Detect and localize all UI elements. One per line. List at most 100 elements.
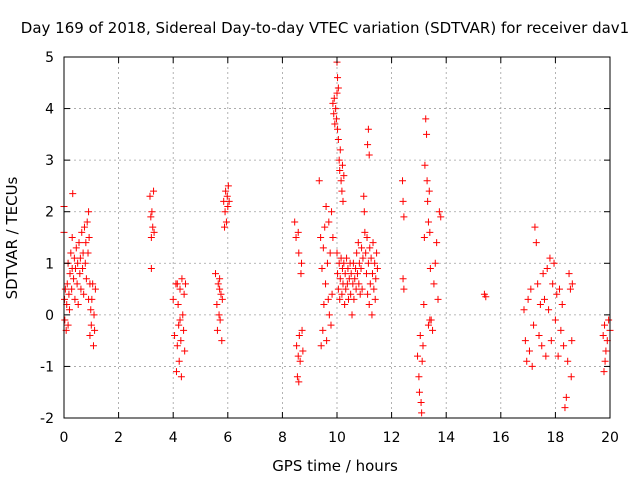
data-point bbox=[91, 326, 99, 334]
data-point bbox=[357, 264, 365, 272]
data-point bbox=[530, 321, 538, 329]
data-point bbox=[361, 228, 369, 236]
data-point bbox=[295, 378, 303, 386]
data-point bbox=[78, 228, 86, 236]
data-point bbox=[89, 280, 97, 288]
data-point bbox=[299, 347, 307, 355]
data-point bbox=[172, 368, 180, 376]
data-point bbox=[363, 234, 371, 241]
x-tick-label: 2 bbox=[114, 430, 123, 446]
x-tick-label: 18 bbox=[546, 430, 564, 446]
data-point bbox=[353, 270, 361, 278]
data-point bbox=[328, 208, 336, 216]
data-point bbox=[562, 393, 570, 401]
data-point bbox=[150, 228, 158, 236]
data-point bbox=[149, 223, 157, 231]
data-point bbox=[65, 306, 73, 314]
data-point bbox=[399, 275, 407, 283]
x-tick-label: 16 bbox=[492, 430, 510, 446]
data-point bbox=[329, 99, 337, 107]
data-point bbox=[341, 301, 349, 309]
data-point bbox=[366, 280, 374, 288]
y-tick-label: -2 bbox=[40, 411, 54, 427]
data-point bbox=[295, 249, 303, 257]
data-point bbox=[216, 285, 224, 293]
data-point bbox=[364, 259, 372, 267]
data-point bbox=[600, 368, 608, 376]
data-point bbox=[296, 357, 304, 365]
data-point bbox=[65, 290, 73, 298]
data-point bbox=[323, 337, 331, 345]
data-point bbox=[370, 285, 378, 293]
data-point bbox=[294, 228, 302, 236]
data-point bbox=[419, 342, 427, 350]
data-point bbox=[320, 301, 328, 309]
data-point bbox=[327, 321, 335, 329]
data-point bbox=[605, 316, 613, 324]
data-point bbox=[353, 249, 361, 257]
data-point bbox=[525, 347, 533, 355]
data-point bbox=[89, 342, 97, 350]
data-point bbox=[568, 280, 576, 288]
data-point bbox=[291, 218, 299, 226]
data-point bbox=[371, 259, 379, 267]
data-point bbox=[543, 264, 551, 272]
data-point bbox=[181, 280, 189, 288]
data-point bbox=[560, 342, 568, 350]
data-point bbox=[373, 249, 381, 257]
data-point bbox=[298, 259, 306, 267]
data-point bbox=[354, 239, 362, 247]
data-point bbox=[400, 285, 408, 293]
data-point bbox=[77, 285, 85, 293]
data-point bbox=[61, 285, 69, 293]
data-point bbox=[355, 280, 363, 288]
data-point bbox=[297, 270, 305, 278]
x-tick-label: 8 bbox=[278, 430, 287, 446]
x-tick-label: 12 bbox=[383, 430, 401, 446]
data-point bbox=[215, 311, 223, 319]
data-point bbox=[218, 337, 226, 345]
data-point bbox=[348, 311, 356, 319]
data-point bbox=[342, 285, 350, 293]
data-point bbox=[85, 208, 93, 216]
x-tick-label: 0 bbox=[60, 430, 69, 446]
data-point bbox=[360, 208, 368, 216]
x-tick-label: 20 bbox=[601, 430, 619, 446]
data-point bbox=[218, 295, 226, 303]
data-point bbox=[333, 89, 341, 97]
data-point bbox=[360, 192, 368, 200]
data-point bbox=[433, 239, 441, 247]
data-point bbox=[221, 223, 229, 231]
data-point bbox=[174, 301, 182, 309]
data-point bbox=[547, 337, 555, 345]
data-point bbox=[67, 249, 75, 257]
data-point bbox=[362, 270, 370, 278]
data-point bbox=[426, 228, 434, 236]
data-point bbox=[539, 270, 547, 278]
data-point bbox=[90, 311, 98, 319]
data-point bbox=[566, 285, 574, 293]
axis-ticks bbox=[63, 56, 611, 419]
data-point bbox=[80, 290, 88, 298]
data-point bbox=[599, 331, 607, 339]
data-point bbox=[425, 187, 433, 195]
y-tick-label: -1 bbox=[40, 359, 54, 375]
data-point bbox=[217, 290, 225, 298]
data-point bbox=[551, 316, 559, 324]
data-point bbox=[293, 373, 301, 381]
data-point bbox=[87, 306, 95, 314]
data-point bbox=[214, 280, 222, 288]
data-point bbox=[83, 218, 91, 226]
data-point bbox=[554, 352, 562, 360]
data-point bbox=[82, 239, 90, 247]
y-tick-label: 0 bbox=[45, 308, 54, 324]
data-point bbox=[292, 234, 300, 241]
data-point bbox=[373, 264, 381, 272]
data-point bbox=[175, 321, 183, 329]
data-point bbox=[293, 342, 301, 350]
data-point bbox=[351, 275, 359, 283]
data-point bbox=[420, 301, 428, 309]
data-point bbox=[535, 331, 543, 339]
data-point bbox=[418, 409, 426, 417]
